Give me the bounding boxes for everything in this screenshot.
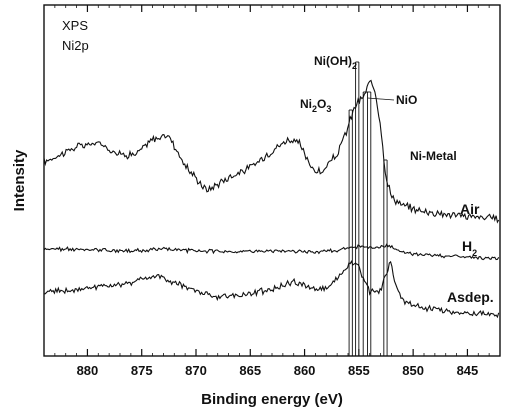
curve-label-air: Air [460,201,480,217]
x-tick-label: 860 [294,363,316,378]
x-tick-label: 850 [402,363,424,378]
y-axis-title: Intensity [11,149,28,211]
x-tick-label: 880 [77,363,99,378]
peak-label-ni-metal: Ni-Metal [410,149,457,163]
peak-label-nio: NiO [396,93,417,107]
inset-text: XPS [62,18,88,33]
spectrum-line-h2 [43,243,500,261]
spectrum-line-asdep [43,259,500,319]
x-tick-label: 845 [457,363,479,378]
x-tick-label: 870 [185,363,207,378]
x-tick-label: 855 [348,363,370,378]
peak-label-leader [367,97,395,101]
spectrum-line-air [43,79,500,224]
peak-label-ni2o3: Ni2O3 [300,97,331,114]
x-tick-label: 865 [239,363,261,378]
plot-frame [43,4,501,357]
curve-label-asdep: Asdep. [447,289,494,305]
inset-text: Ni2p [62,38,89,53]
peak-label-nioh2: Ni(OH)2 [314,54,357,71]
x-tick-label: 875 [131,363,153,378]
curve-label-h2: H2 [462,238,477,258]
x-axis-title: Binding energy (eV) [201,391,343,408]
